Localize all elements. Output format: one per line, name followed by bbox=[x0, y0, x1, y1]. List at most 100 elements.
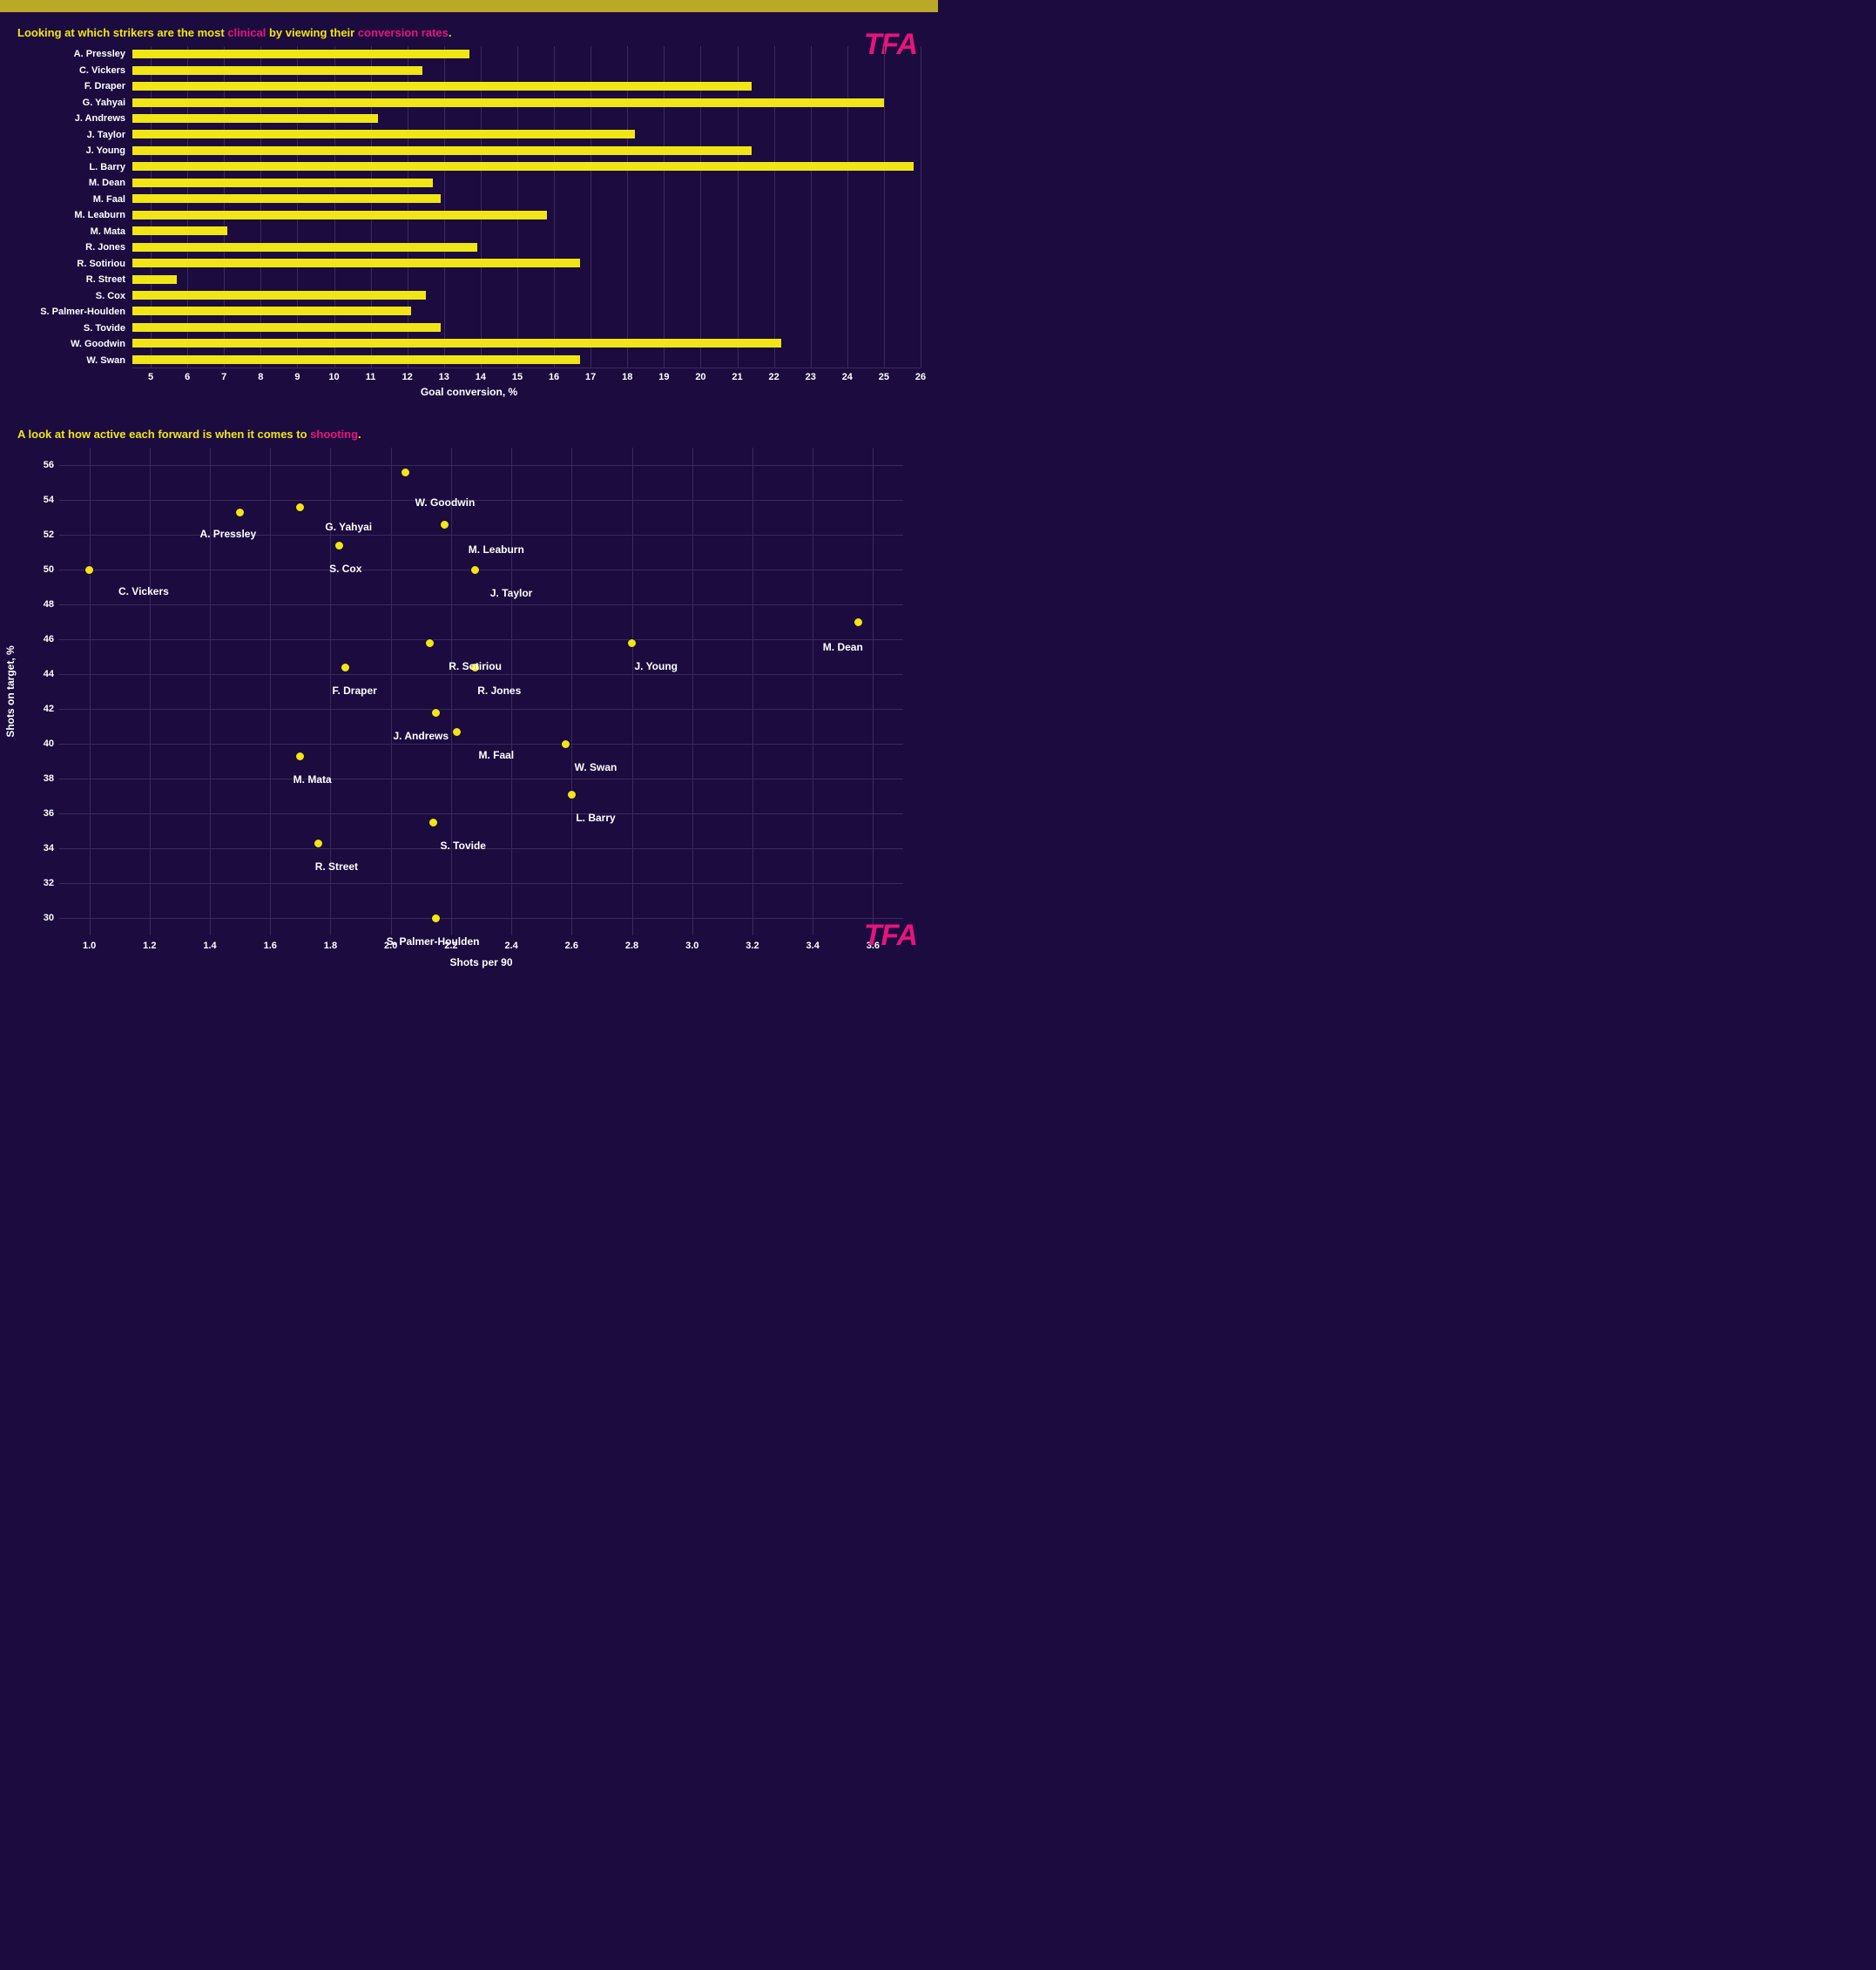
bar-row bbox=[132, 126, 921, 142]
scatter-x-tick: 3.2 bbox=[746, 941, 759, 951]
bar-x-tick: 25 bbox=[879, 372, 889, 382]
scatter-y-tick: 38 bbox=[44, 773, 54, 784]
bar-row bbox=[132, 255, 921, 271]
bar-x-tick: 6 bbox=[185, 372, 190, 382]
scatter-gridline-h bbox=[59, 465, 903, 466]
bar-row bbox=[132, 62, 921, 78]
scatter-y-tick: 54 bbox=[44, 495, 54, 505]
bar-rect bbox=[132, 211, 547, 219]
bar-rect bbox=[132, 339, 781, 347]
bar-row bbox=[132, 111, 921, 126]
page-root: Looking at which strikers are the most c… bbox=[0, 0, 938, 986]
title-text: by viewing their bbox=[266, 26, 357, 39]
bar-rect bbox=[132, 162, 914, 171]
scatter-y-tick: 56 bbox=[44, 460, 54, 470]
bar-x-tick: 13 bbox=[439, 372, 449, 382]
scatter-gridline-h bbox=[59, 709, 903, 710]
scatter-point-label: C. Vickers bbox=[118, 585, 169, 597]
bar-row bbox=[132, 143, 921, 159]
scatter-point-label: R. Jones bbox=[477, 685, 521, 697]
bar-rect bbox=[132, 50, 469, 58]
bar-x-tick: 8 bbox=[258, 372, 263, 382]
bar-rect bbox=[132, 291, 426, 300]
bar-rect bbox=[132, 226, 227, 235]
bar-x-tick: 11 bbox=[366, 372, 376, 382]
title-text: . bbox=[449, 26, 452, 39]
bar-row bbox=[132, 223, 921, 239]
scatter-y-tick: 36 bbox=[44, 808, 54, 819]
bar-y-axis-labels: A. PressleyC. VickersF. DraperG. YahyaiJ… bbox=[17, 46, 132, 368]
bar-x-tick: 24 bbox=[842, 372, 853, 382]
scatter-gridline-v bbox=[391, 448, 392, 935]
scatter-point bbox=[431, 708, 441, 718]
bar-category-label: J. Taylor bbox=[17, 127, 132, 144]
scatter-y-tick: 32 bbox=[44, 878, 54, 888]
bar-row bbox=[132, 175, 921, 191]
scatter-point bbox=[425, 638, 435, 648]
bar-category-label: M. Faal bbox=[17, 192, 132, 208]
title-accent-text: clinical bbox=[227, 26, 266, 39]
bar-row bbox=[132, 271, 921, 287]
scatter-gridline-v bbox=[210, 448, 211, 935]
bar-x-tick: 15 bbox=[512, 372, 523, 382]
scatter-point-label: F. Draper bbox=[332, 685, 376, 697]
scatter-y-axis-title: Shots on target, % bbox=[4, 645, 17, 737]
bar-rect bbox=[132, 323, 441, 332]
scatter-point-label: G. Yahyai bbox=[325, 521, 372, 533]
scatter-x-tick: 1.4 bbox=[203, 941, 216, 951]
bar-x-tick: 26 bbox=[915, 372, 926, 382]
bar-series bbox=[132, 46, 921, 368]
bar-row bbox=[132, 352, 921, 368]
scatter-point-label: S. Palmer-Houlden bbox=[387, 935, 480, 948]
scatter-point bbox=[314, 839, 323, 848]
scatter-y-tick: 30 bbox=[44, 913, 54, 923]
scatter-y-tick: 48 bbox=[44, 599, 54, 610]
bar-rect bbox=[132, 130, 635, 138]
bar-row bbox=[132, 191, 921, 206]
scatter-gridline-v bbox=[150, 448, 151, 935]
bar-category-label: R. Jones bbox=[17, 240, 132, 256]
bar-rect bbox=[132, 82, 752, 91]
bar-category-label: L. Barry bbox=[17, 159, 132, 176]
bar-x-tick: 5 bbox=[148, 372, 153, 382]
bar-category-label: F. Draper bbox=[17, 78, 132, 95]
scatter-x-tick: 2.6 bbox=[565, 941, 578, 951]
brand-logo: TFA bbox=[864, 919, 917, 953]
bar-x-tick: 7 bbox=[221, 372, 226, 382]
bar-x-tick: 19 bbox=[658, 372, 669, 382]
scatter-point-label: A. Pressley bbox=[199, 528, 256, 540]
scatter-gridline-v bbox=[873, 448, 874, 935]
bar-category-label: J. Young bbox=[17, 143, 132, 159]
bar-category-label: R. Street bbox=[17, 272, 132, 288]
title-text: . bbox=[358, 428, 361, 441]
bar-row bbox=[132, 335, 921, 351]
scatter-point-label: J. Young bbox=[634, 660, 678, 672]
bar-x-tick: 21 bbox=[732, 372, 742, 382]
scatter-point-label: J. Taylor bbox=[490, 587, 532, 599]
scatter-gridline-v bbox=[270, 448, 271, 935]
bar-x-tick: 17 bbox=[585, 372, 596, 382]
bar-chart: A. PressleyC. VickersF. DraperG. YahyaiJ… bbox=[17, 46, 921, 368]
scatter-point bbox=[295, 503, 305, 512]
bar-category-label: R. Sotiriou bbox=[17, 256, 132, 273]
scatter-point bbox=[429, 818, 438, 827]
scatter-x-tick: 2.8 bbox=[625, 941, 638, 951]
bar-plot-area bbox=[132, 46, 921, 368]
scatter-point-label: L. Barry bbox=[576, 812, 615, 824]
scatter-y-tick: 46 bbox=[44, 634, 54, 644]
scatter-gridline-h bbox=[59, 604, 903, 605]
bar-row bbox=[132, 46, 921, 62]
bar-rect bbox=[132, 307, 411, 315]
scatter-point-label: S. Tovide bbox=[441, 840, 486, 852]
bar-rect bbox=[132, 194, 441, 203]
bar-rect bbox=[132, 275, 177, 284]
scatter-gridline-h bbox=[59, 883, 903, 884]
scatter-point-label: W. Goodwin bbox=[415, 496, 476, 509]
scatter-y-tick: 40 bbox=[44, 739, 54, 749]
bar-x-tick: 10 bbox=[328, 372, 339, 382]
bar-row bbox=[132, 239, 921, 254]
scatter-point-label: W. Swan bbox=[575, 761, 617, 773]
bar-row bbox=[132, 207, 921, 223]
scatter-point bbox=[401, 468, 410, 477]
bar-category-label: M. Leaburn bbox=[17, 207, 132, 224]
